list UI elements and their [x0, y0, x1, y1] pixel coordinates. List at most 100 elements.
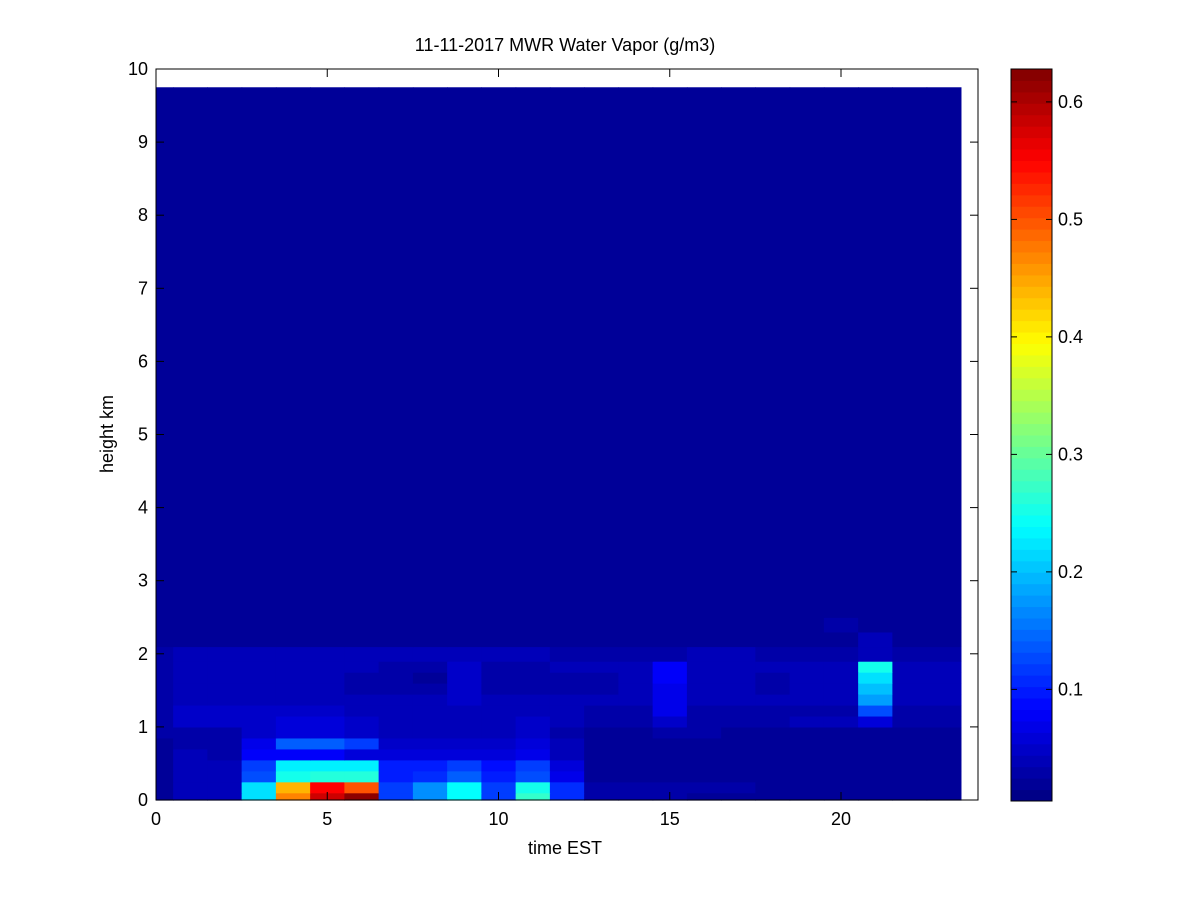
heatmap-cell	[858, 715, 893, 728]
heatmap-cell	[892, 748, 928, 761]
heatmap-cell	[549, 646, 585, 662]
heatmap-cell	[549, 617, 585, 633]
heatmap-cell	[481, 646, 517, 662]
heatmap-cell	[156, 87, 174, 618]
heatmap-cell	[858, 631, 893, 648]
heatmap-cell	[652, 715, 688, 728]
heatmap-cell	[344, 737, 380, 750]
heatmap-cell	[173, 781, 208, 794]
heatmap-cell	[156, 704, 174, 717]
heatmap-cell	[481, 715, 517, 728]
heatmap-cell	[344, 726, 380, 739]
heatmap-cell	[275, 617, 311, 633]
heatmap-cell	[892, 704, 928, 717]
heatmap-cell	[652, 748, 688, 761]
heatmap-cell	[652, 737, 688, 750]
heatmap-cell	[378, 87, 414, 618]
colorbar-band	[1011, 400, 1052, 413]
heatmap-cell	[652, 683, 688, 695]
heatmap-cell	[275, 759, 311, 772]
colorbar-band	[1011, 366, 1052, 379]
heatmap-cell	[412, 87, 448, 618]
colorbar-band	[1011, 252, 1052, 264]
colorbar-band	[1011, 320, 1052, 333]
heatmap-cell	[310, 683, 345, 695]
y-tick-label: 2	[138, 644, 148, 664]
colorbar-frame	[1010, 68, 1053, 802]
heatmap-cell	[515, 683, 551, 695]
heatmap-cell	[584, 781, 619, 794]
heatmap-cell	[892, 694, 928, 706]
heatmap-cell	[310, 781, 345, 794]
heatmap-cell	[584, 726, 619, 739]
heatmap-cell	[926, 792, 962, 801]
heatmap-cell	[584, 737, 619, 750]
heatmap-cell	[858, 792, 893, 801]
heatmap-cell	[584, 672, 619, 684]
heatmap-cell	[721, 726, 756, 739]
heatmap-cell	[412, 694, 448, 706]
colorbar-band	[1011, 686, 1052, 699]
colorbar-band	[1011, 469, 1052, 482]
heatmap-cell	[755, 737, 791, 750]
heatmap-cell	[652, 759, 688, 772]
heatmap-cell	[241, 759, 277, 772]
colorbar-band	[1011, 297, 1052, 310]
heatmap-cell	[686, 759, 722, 772]
heatmap-cell	[686, 661, 722, 673]
heatmap-cell	[344, 646, 380, 662]
heatmap-cell	[858, 87, 893, 618]
heatmap-cell	[926, 617, 962, 633]
heatmap-cell	[858, 617, 893, 633]
heatmap-cell	[344, 694, 380, 706]
colorbar-band	[1011, 675, 1052, 688]
heatmap-cell	[207, 617, 243, 633]
heatmap-cell	[549, 759, 585, 772]
colorbar-tick-label: 0.5	[1058, 209, 1083, 229]
heatmap-cell	[926, 715, 962, 728]
heatmap-cell	[618, 792, 654, 801]
heatmap-cell	[823, 661, 859, 673]
heatmap-cell	[823, 748, 859, 761]
heatmap-cell	[584, 715, 619, 728]
heatmap-cell	[447, 759, 482, 772]
y-axis-label: height km	[97, 395, 117, 473]
heatmap-cell	[618, 715, 654, 728]
colorbar-band	[1011, 171, 1052, 184]
heatmap-cell	[549, 770, 585, 783]
heatmap-cell	[412, 792, 448, 801]
heatmap-cell	[789, 737, 825, 750]
heatmap-cell	[310, 631, 345, 648]
colorbar-band	[1011, 503, 1052, 516]
heatmap-cell	[241, 748, 277, 761]
colorbar-band	[1011, 137, 1052, 150]
heatmap-cell	[926, 694, 962, 706]
colorbar-tick-label: 0.1	[1058, 679, 1083, 699]
heatmap-cell	[618, 672, 654, 684]
heatmap-cell	[618, 726, 654, 739]
heatmap-cell	[618, 770, 654, 783]
colorbar-band	[1011, 755, 1052, 768]
heatmap-cell	[584, 683, 619, 695]
heatmap-cell	[275, 87, 311, 618]
heatmap-cell	[412, 748, 448, 761]
heatmap-cell	[156, 748, 174, 761]
colorbar-tick-label: 0.2	[1058, 562, 1083, 582]
heatmap-cell	[823, 715, 859, 728]
heatmap-cell	[858, 781, 893, 794]
heatmap-cell	[481, 672, 517, 684]
heatmap-cell	[686, 770, 722, 783]
heatmap-cell	[156, 759, 174, 772]
heatmap-cell	[686, 672, 722, 684]
heatmap-cell	[310, 617, 345, 633]
y-tick-label: 10	[128, 59, 148, 79]
heatmap-cell	[447, 694, 482, 706]
colorbar-band	[1011, 80, 1052, 93]
heatmap-cell	[207, 631, 243, 648]
heatmap-cell	[926, 661, 962, 673]
colorbar-band	[1011, 652, 1052, 665]
colorbar-band	[1011, 229, 1052, 242]
x-tick-label: 10	[488, 809, 508, 829]
heatmap-cell	[515, 737, 551, 750]
heatmap-cell	[926, 646, 962, 662]
